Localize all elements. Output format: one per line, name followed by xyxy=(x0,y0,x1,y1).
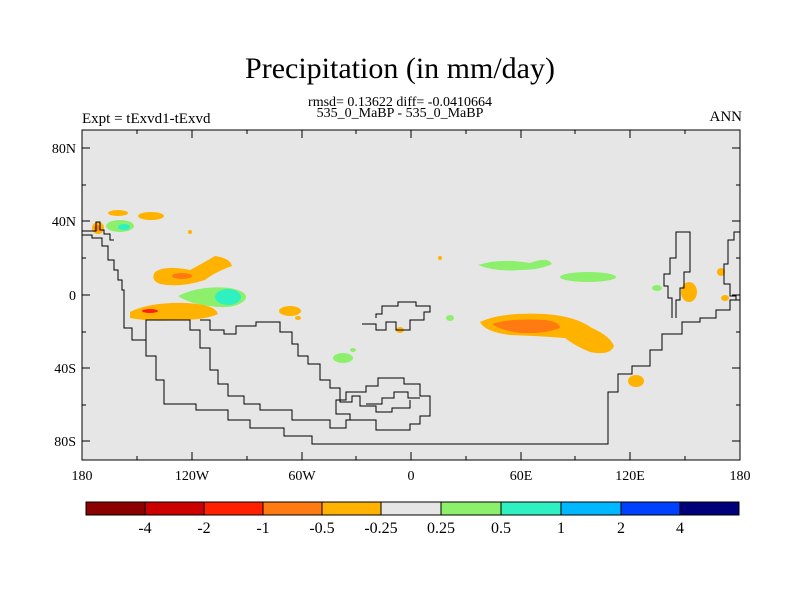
lon-label: 120W xyxy=(175,469,210,484)
lon-label: 120E xyxy=(615,469,645,484)
anomaly-patch xyxy=(108,210,128,216)
anomaly-patch xyxy=(350,348,356,352)
colorbar-label: -1 xyxy=(256,520,269,537)
anomaly-patch xyxy=(478,259,552,271)
anomaly-patch xyxy=(333,353,353,363)
colorbar-label: -4 xyxy=(138,520,151,537)
anomaly-patch xyxy=(446,315,454,321)
colorbar-label: -2 xyxy=(197,520,210,537)
anomaly-patch xyxy=(188,230,192,234)
plot-title: Precipitation (in mm/day) xyxy=(245,52,555,85)
lon-labels: 180 120W 60W 0 60E 120E 180 xyxy=(72,469,751,484)
lat-label: 80N xyxy=(52,142,76,157)
cases-line: 535_0_MaBP - 535_0_MaBP xyxy=(316,106,484,121)
coastline xyxy=(145,319,431,431)
anomaly-patch xyxy=(118,224,130,230)
season-label: ANN xyxy=(709,109,743,125)
coastline xyxy=(82,221,114,241)
coastline xyxy=(723,231,740,301)
colorbar-label: 0.5 xyxy=(491,520,511,537)
colorbar-box xyxy=(560,501,622,516)
lat-label: 40S xyxy=(54,362,76,377)
colorbar-box xyxy=(380,501,442,516)
coastlines xyxy=(82,221,740,445)
coastline xyxy=(362,301,431,331)
colorbar-box xyxy=(440,501,502,516)
anomaly-patch xyxy=(717,268,725,276)
anomaly-patch xyxy=(279,306,301,316)
anomaly-patch xyxy=(153,256,232,286)
lon-label: 60W xyxy=(288,469,316,484)
coastline xyxy=(82,234,740,445)
anomaly-patch xyxy=(560,272,616,282)
lat-label: 40N xyxy=(52,215,76,230)
coastline xyxy=(663,231,691,318)
anomaly-patch xyxy=(142,309,158,313)
lon-label: 180 xyxy=(72,469,93,484)
colorbar-label: 2 xyxy=(617,520,625,537)
lon-label: 0 xyxy=(408,469,415,484)
lat-labels: 80N 40N 0 40S 80S xyxy=(52,142,76,450)
colorbar-box xyxy=(679,501,740,516)
colorbar-label: -0.5 xyxy=(309,520,334,537)
colorbar: -4 -2 -1 -0.5 -0.25 0.25 0.5 1 2 4 xyxy=(85,501,740,537)
colorbar-box xyxy=(262,501,323,516)
lat-label: 80S xyxy=(54,435,76,450)
anomaly-patch xyxy=(721,295,729,301)
colorbar-label: 0.25 xyxy=(427,520,455,537)
colorbar-box xyxy=(85,501,146,516)
stats-line: rmsd= 0.13622 diff= -0.0410664 xyxy=(308,95,492,110)
anomaly-patch xyxy=(138,212,164,220)
anomaly-patch xyxy=(94,225,100,231)
colorbar-box xyxy=(203,501,264,516)
anomaly-patch xyxy=(215,289,241,305)
experiment-label: Expt = tExvd1-tExvd xyxy=(82,111,211,127)
colorbar-box xyxy=(144,501,205,516)
lon-label: 180 xyxy=(730,469,751,484)
anomaly-patch xyxy=(681,282,697,302)
lon-label: 60E xyxy=(510,469,533,484)
coastline xyxy=(366,391,420,405)
colorbar-label: 1 xyxy=(557,520,565,537)
colorbar-label: 4 xyxy=(676,520,684,537)
lat-label: 0 xyxy=(69,289,76,304)
anomaly-patch xyxy=(295,316,301,320)
anomaly-patch xyxy=(130,302,218,321)
lat-ticks xyxy=(82,147,740,442)
anomaly-patch xyxy=(628,375,644,387)
anomaly-patch xyxy=(652,285,662,291)
anomaly-patch xyxy=(492,319,560,334)
coastline xyxy=(200,319,411,413)
colorbar-label: -0.25 xyxy=(364,520,397,537)
colorbar-box xyxy=(500,501,562,516)
anomaly-patch xyxy=(438,256,442,260)
anomaly-patch xyxy=(172,273,192,279)
lon-ticks xyxy=(81,130,741,460)
colorbar-box xyxy=(321,501,382,516)
colorbar-box xyxy=(620,501,681,516)
